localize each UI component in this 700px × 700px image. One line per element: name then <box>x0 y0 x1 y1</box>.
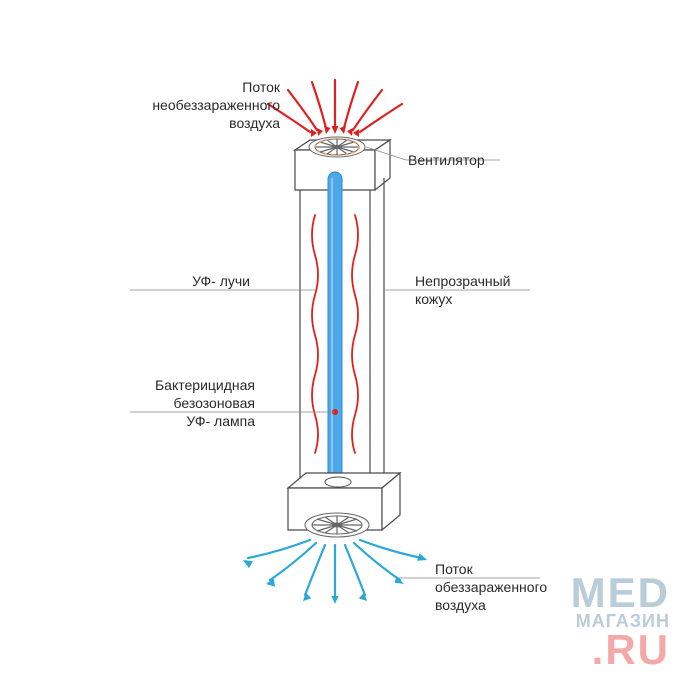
uv-lamp <box>328 172 342 497</box>
label-output: Поток обеззараженного воздуха <box>435 560 547 615</box>
watermark: MED МАГАЗИН .RU <box>571 573 670 670</box>
output-arrows <box>243 540 427 604</box>
label-intake: Поток необеззараженного воздуха <box>150 78 280 133</box>
label-fan: Вентилятор <box>408 151 485 169</box>
bottom-fan <box>305 513 369 537</box>
label-uv-rays: УФ- лучи <box>130 272 250 290</box>
label-lamp: Бактерицидная безозоновая УФ- лампа <box>115 376 255 431</box>
intake-arrows <box>268 80 402 137</box>
label-casing: Непрозрачный кожух <box>415 272 510 308</box>
top-fan <box>309 137 365 157</box>
